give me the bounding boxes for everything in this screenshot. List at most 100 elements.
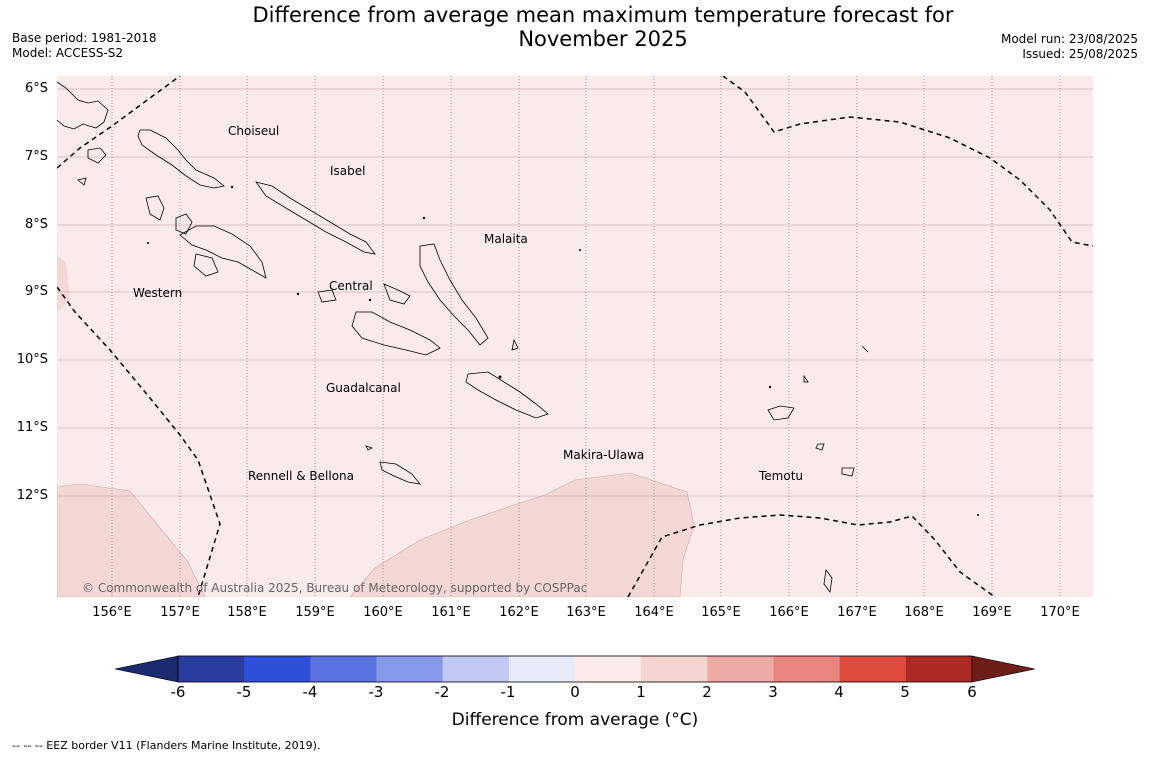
colorbar	[114, 655, 1036, 683]
lon-label: 159°E	[295, 605, 335, 620]
label-malaita: Malaita	[484, 232, 528, 246]
colorbar-high-extend	[971, 655, 1036, 683]
colorbar-tick: -1	[500, 683, 516, 701]
eez-border-segment	[722, 76, 1093, 247]
bougainville-outline	[57, 81, 109, 130]
lon-label: 165°E	[701, 605, 741, 620]
lat-label: 10°S	[16, 352, 48, 367]
ulawa-island-outline	[511, 338, 519, 351]
lat-label: 11°S	[16, 420, 48, 435]
colorbar-tick: -5	[236, 683, 252, 701]
copyright-notice: © Commonwealth of Australia 2025, Bureau…	[82, 581, 588, 595]
map-title-line1: Difference from average mean maximum tem…	[252, 3, 954, 27]
colorbar-tick: -2	[434, 683, 450, 701]
choiseul-island-outline	[137, 129, 225, 189]
latitude-gridlines	[57, 88, 1093, 497]
malaita-island-outline	[419, 243, 489, 346]
lon-label: 163°E	[566, 605, 606, 620]
torres-islands-outline	[823, 568, 833, 594]
lat-label: 7°S	[24, 149, 48, 164]
lon-label: 167°E	[837, 605, 877, 620]
label-choiseul: Choiseul	[228, 124, 280, 138]
colorbar-bin	[905, 656, 973, 682]
lon-label: 166°E	[769, 605, 809, 620]
lat-label: 9°S	[24, 284, 48, 299]
run-info: Model run: 23/08/2025 Issued: 25/08/2025	[1001, 32, 1138, 62]
lon-label: 164°E	[634, 605, 674, 620]
islets	[147, 185, 979, 516]
colorbar-bin	[178, 656, 245, 682]
vanikoro-outline	[841, 467, 855, 477]
eez-border	[57, 76, 1093, 597]
colorbar-bins	[178, 656, 973, 682]
colorbar-tick: 6	[967, 683, 977, 701]
lon-label: 170°E	[1040, 605, 1080, 620]
map-canvas	[57, 76, 1093, 597]
santa-cruz-outline	[767, 405, 795, 421]
colorbar-tick: 5	[900, 683, 910, 701]
colorbar-bin	[707, 656, 774, 682]
reef-islet	[861, 345, 869, 353]
map-title: Difference from average mean maximum tem…	[0, 3, 1150, 51]
colorbar-bin	[244, 656, 311, 682]
small-island	[87, 147, 107, 164]
lon-label: 157°E	[160, 605, 200, 620]
colorbar-label: Difference from average (°C)	[451, 710, 699, 730]
label-isabel: Isabel	[330, 164, 366, 178]
label-makira-ulawa: Makira-Ulawa	[563, 448, 645, 462]
eez-border-segment	[57, 76, 181, 169]
colorbar-bin	[575, 656, 642, 682]
guadalcanal-island-outline	[351, 311, 441, 356]
lon-label: 158°E	[227, 605, 267, 620]
colorbar-tick: 2	[702, 683, 712, 701]
new-georgia-outline	[179, 225, 267, 279]
colorbar-bin	[773, 656, 841, 682]
isabel-island-outline	[255, 181, 376, 255]
kolombangara-outline	[175, 213, 193, 235]
label-western: Western	[133, 286, 183, 300]
lon-label: 169°E	[972, 605, 1012, 620]
issued-date: Issued: 25/08/2025	[1022, 47, 1138, 61]
base-info: Base period: 1981-2018 Model: ACCESS-S2	[12, 31, 157, 61]
small-island	[77, 177, 87, 186]
lon-label: 156°E	[92, 605, 132, 620]
lon-label: 161°E	[431, 605, 471, 620]
lon-label: 168°E	[904, 605, 944, 620]
anomaly-zone-south	[349, 472, 695, 597]
lat-label: 6°S	[24, 81, 48, 96]
label-central: Central	[329, 279, 373, 293]
colorbar-tick: -6	[170, 683, 186, 701]
label-rennell-bellona: Rennell & Bellona	[248, 469, 355, 483]
anomaly-zone-southwest	[57, 483, 206, 597]
base-period: Base period: 1981-2018	[12, 31, 157, 45]
model-run: Model run: 23/08/2025	[1000, 32, 1138, 46]
russell-islands-outline	[317, 289, 337, 303]
duff-islands-outline	[803, 374, 809, 383]
lat-label: 8°S	[24, 217, 48, 232]
makira-island-outline	[465, 371, 549, 419]
rendova-outline	[193, 253, 219, 277]
eez-border-segment	[627, 514, 996, 597]
colorbar-bin	[641, 656, 708, 682]
label-guadalcanal: Guadalcanal	[326, 381, 401, 395]
colorbar-tick: 4	[834, 683, 844, 701]
colorbar-tick: 3	[768, 683, 778, 701]
rennell-island-outline	[379, 461, 421, 485]
colorbar-bin	[376, 656, 444, 682]
colorbar-frame	[177, 655, 973, 683]
colorbar-tick: 0	[570, 683, 580, 701]
colorbar-bin	[839, 656, 907, 682]
lon-label: 160°E	[363, 605, 403, 620]
model-name: Model: ACCESS-S2	[12, 46, 124, 60]
colorbar-bin	[508, 656, 576, 682]
anomaly-zone-west	[57, 255, 70, 312]
colorbar-tick: -3	[368, 683, 384, 701]
vella-lavella-outline	[145, 195, 165, 221]
islands	[57, 81, 869, 594]
colorbar-low-extend	[114, 655, 179, 683]
florida-islands-outline	[383, 283, 411, 305]
lon-label: 162°E	[499, 605, 539, 620]
bellona-island-outline	[365, 445, 374, 451]
utupua-outline	[815, 443, 825, 451]
eez-footnote: -- -- -- EEZ border V11 (Flanders Marine…	[12, 739, 321, 752]
